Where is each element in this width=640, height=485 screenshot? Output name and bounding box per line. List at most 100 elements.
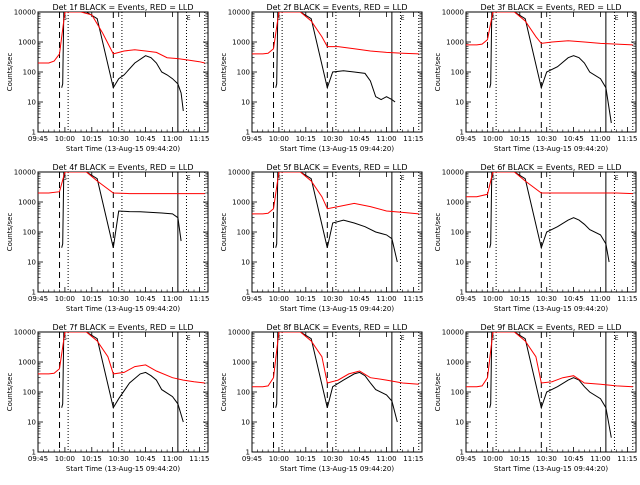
detector-panel-8: Det 8f BLACK = Events, RED = LLD 1 10 100 10…	[220, 323, 423, 473]
panel-title: Det 8f BLACK = Events, RED = LLD	[266, 323, 407, 332]
x-tick-label: 09:45	[242, 295, 262, 303]
x-tick-label: 10:00	[269, 455, 289, 463]
x-tick-label: 10:00	[269, 135, 289, 143]
x-axis-label: Start Time (13-Aug-15 09:44:20)	[66, 465, 180, 473]
y-axis-label: Counts/sec	[220, 213, 228, 252]
x-tick-label: 10:45	[136, 135, 156, 143]
y-tick-label: 100	[451, 229, 464, 237]
lld-series-line	[38, 12, 205, 64]
lld-series-line	[466, 332, 633, 388]
x-tick-label: 09:45	[28, 135, 48, 143]
x-tick-label: 10:30	[109, 135, 129, 143]
x-tick-label: 10:45	[564, 455, 584, 463]
panel-title: Det 9f BLACK = Events, RED = LLD	[480, 323, 621, 332]
x-tick-label: 10:30	[323, 135, 343, 143]
events-series-line	[489, 332, 612, 438]
y-tick-label: 10000	[442, 329, 464, 337]
y-tick-label: 10000	[14, 169, 36, 177]
end-marker-label: E	[615, 15, 619, 22]
y-tick-label: 10000	[442, 9, 464, 17]
detector-panel-2: Det 2f BLACK = Events, RED = LLD 1 10 100 10…	[220, 3, 423, 153]
x-tick-label: 11:00	[376, 135, 396, 143]
y-tick-label: 1	[246, 289, 250, 297]
x-axis-label: Start Time (13-Aug-15 09:44:20)	[280, 305, 394, 313]
x-tick-label: 10:30	[323, 295, 343, 303]
x-tick-label: 10:45	[350, 295, 370, 303]
x-tick-label: 10:00	[483, 135, 503, 143]
end-marker-label: E	[187, 335, 191, 342]
start-marker-label: S	[491, 15, 495, 22]
end-marker-label: E	[401, 175, 405, 182]
x-tick-label: 11:00	[162, 455, 182, 463]
y-tick-label: 100	[23, 69, 36, 77]
x-tick-label: 10:45	[350, 135, 370, 143]
events-series-line	[61, 332, 184, 423]
panel-title: Det 1f BLACK = Events, RED = LLD	[52, 3, 193, 12]
y-tick-label: 10000	[228, 329, 250, 337]
y-tick-label: 1000	[232, 199, 250, 207]
x-tick-label: 10:15	[296, 135, 316, 143]
x-tick-label: 11:15	[617, 455, 637, 463]
lld-series-line	[252, 12, 419, 55]
detector-panel-5: Det 5f BLACK = Events, RED = LLD 1 10 100 10…	[220, 163, 423, 313]
panel-title: Det 5f BLACK = Events, RED = LLD	[266, 163, 407, 172]
x-tick-label: 11:00	[376, 295, 396, 303]
y-tick-label: 1000	[446, 359, 464, 367]
x-tick-label: 11:15	[189, 135, 209, 143]
x-tick-label: 10:00	[55, 455, 75, 463]
y-tick-label: 10000	[442, 169, 464, 177]
x-tick-label: 10:00	[55, 295, 75, 303]
end-marker-label: E	[401, 15, 405, 22]
panel-title: Det 2f BLACK = Events, RED = LLD	[266, 3, 407, 12]
x-tick-label: 11:15	[403, 295, 423, 303]
panel-title: Det 6f BLACK = Events, RED = LLD	[480, 163, 621, 172]
y-tick-label: 10000	[14, 329, 36, 337]
x-tick-label: 10:00	[483, 455, 503, 463]
x-axis-label: Start Time (13-Aug-15 09:44:20)	[494, 465, 608, 473]
detector-panel-6: Det 6f BLACK = Events, RED = LLD 1 10 100 10…	[434, 163, 637, 313]
detector-panel-9: Det 9f BLACK = Events, RED = LLD 1 10 100 10…	[434, 323, 637, 473]
x-tick-label: 10:45	[564, 135, 584, 143]
y-tick-label: 1	[460, 129, 464, 137]
y-tick-label: 1000	[232, 39, 250, 47]
start-marker-label: S	[491, 335, 495, 342]
panel-title: Det 3f BLACK = Events, RED = LLD	[480, 3, 621, 12]
y-tick-label: 100	[237, 69, 250, 77]
x-axis-label: Start Time (13-Aug-15 09:44:20)	[66, 305, 180, 313]
end-marker-label: E	[615, 335, 619, 342]
x-tick-label: 09:45	[28, 295, 48, 303]
detector-panel-4: Det 4f BLACK = Events, RED = LLD 1 10 100 10…	[6, 163, 209, 313]
y-axis-label: Counts/sec	[6, 213, 14, 252]
events-series-line	[61, 12, 184, 112]
y-tick-label: 10000	[14, 9, 36, 17]
x-tick-label: 09:45	[242, 455, 262, 463]
y-axis-label: Counts/sec	[6, 373, 14, 412]
y-axis-label: Counts/sec	[6, 53, 14, 92]
x-tick-label: 10:00	[269, 295, 289, 303]
x-tick-label: 11:15	[189, 455, 209, 463]
x-tick-label: 10:45	[136, 295, 156, 303]
y-tick-label: 10	[241, 419, 250, 427]
x-tick-label: 11:00	[376, 455, 396, 463]
events-series-line	[275, 332, 398, 423]
y-tick-label: 10	[241, 99, 250, 107]
y-tick-label: 10	[455, 259, 464, 267]
x-tick-label: 11:15	[189, 295, 209, 303]
x-tick-label: 10:30	[323, 455, 343, 463]
y-axis-label: Counts/sec	[220, 53, 228, 92]
x-tick-label: 11:00	[162, 135, 182, 143]
start-marker-label: S	[277, 175, 281, 182]
start-marker-label: S	[63, 15, 67, 22]
x-tick-label: 11:00	[162, 295, 182, 303]
x-tick-label: 11:15	[617, 135, 637, 143]
y-tick-label: 100	[237, 229, 250, 237]
y-tick-label: 1	[32, 449, 36, 457]
start-marker-label: S	[277, 335, 281, 342]
x-tick-label: 10:15	[82, 135, 102, 143]
y-tick-label: 10	[241, 259, 250, 267]
x-tick-label: 10:30	[537, 295, 557, 303]
x-tick-label: 10:15	[296, 455, 316, 463]
x-tick-label: 09:45	[28, 455, 48, 463]
x-tick-label: 10:30	[109, 455, 129, 463]
